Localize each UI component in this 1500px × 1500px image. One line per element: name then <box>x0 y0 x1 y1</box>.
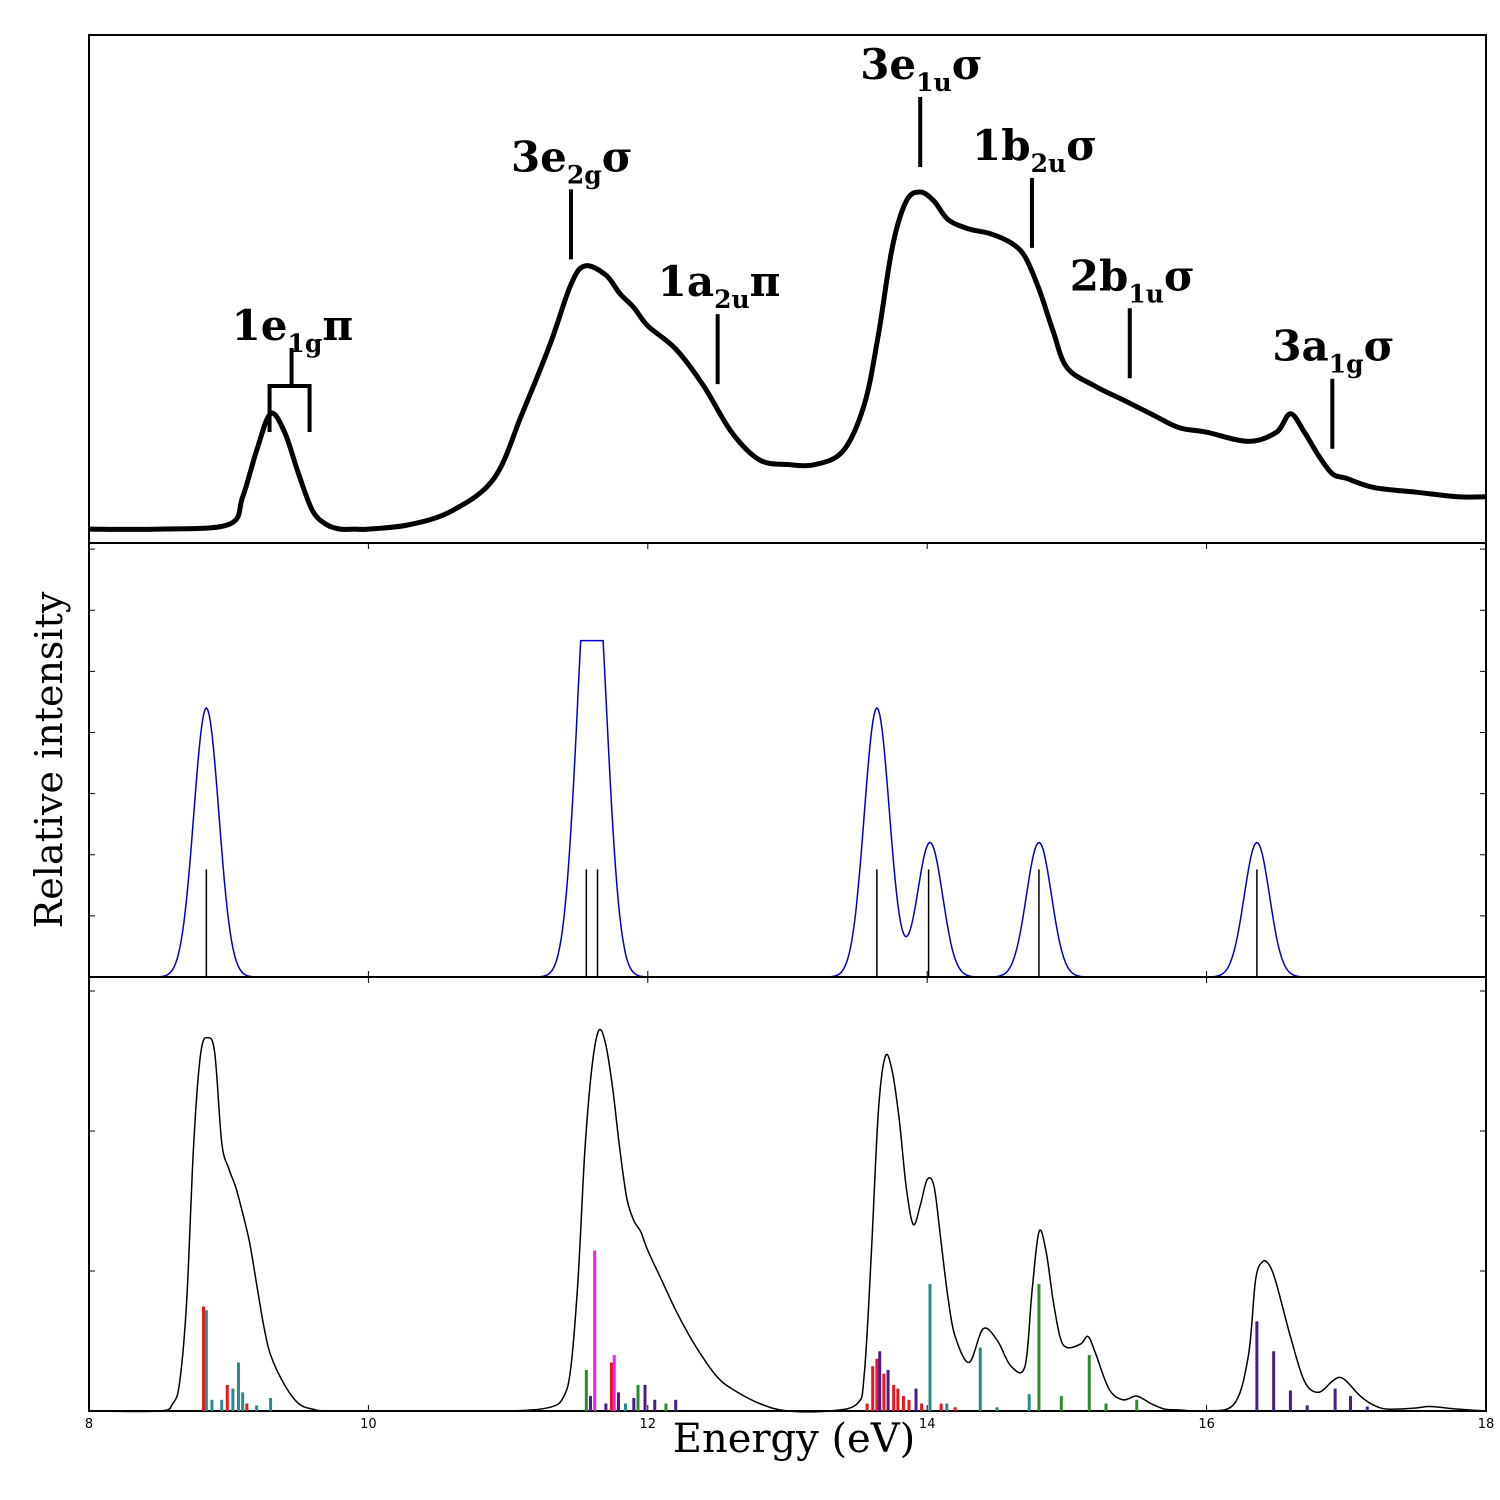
peak-label: 3e2gσ <box>511 132 633 189</box>
peak-label: 3a1gσ <box>1272 322 1394 379</box>
x-tick-label: 16 <box>1198 1417 1215 1432</box>
x-axis-label: Energy (eV) <box>673 1416 915 1462</box>
peak-annotation: 1a2uπ <box>658 257 781 385</box>
bottom-panel-ticks <box>88 977 1487 1411</box>
peak-annotation: 1e1gπ <box>232 301 354 432</box>
peak-annotation: 3e2gσ <box>511 132 633 260</box>
x-tick-label: 12 <box>640 1417 657 1432</box>
x-tick-label: 8 <box>85 1417 93 1432</box>
peak-annotation: 1b2uσ <box>972 121 1097 248</box>
peak-annotation: 3e1uσ <box>860 40 983 168</box>
simulated-envelope-line <box>88 1028 1487 1413</box>
peak-label: 1b2uσ <box>972 121 1097 178</box>
x-tick-label: 14 <box>919 1417 936 1432</box>
middle-panel-sticks <box>205 869 1258 977</box>
y-axis-label: Relative intensity <box>27 591 71 928</box>
x-axis-tick-labels: 8 10 12 14 16 18 <box>85 1417 1494 1432</box>
bottom-panel-sticks <box>202 1250 1369 1411</box>
peak-label: 3e1uσ <box>860 40 983 97</box>
peak-bracket <box>267 383 312 432</box>
experimental-spectrum-panel: 1e1gπ 3e2gσ 1a2uπ 3e1uσ 1b2uσ 2b1uσ 3a1gσ <box>88 34 1487 544</box>
peak-label: 2b1uσ <box>1070 251 1195 308</box>
x-tick-label: 10 <box>360 1417 377 1432</box>
simulated-spectrum-panel <box>88 976 1487 1413</box>
peak-annotations: 1e1gπ 3e2gσ 1a2uπ 3e1uσ 1b2uσ 2b1uσ 3a1gσ <box>232 40 1395 449</box>
peak-label: 1a2uπ <box>658 257 781 314</box>
peak-annotation: 2b1uσ <box>1070 251 1195 379</box>
peak-annotation: 3a1gσ <box>1272 322 1395 449</box>
peak-label: 1e1gπ <box>232 301 354 358</box>
x-tick-label: 18 <box>1478 1417 1495 1432</box>
experimental-spectrum-line <box>88 189 1487 532</box>
